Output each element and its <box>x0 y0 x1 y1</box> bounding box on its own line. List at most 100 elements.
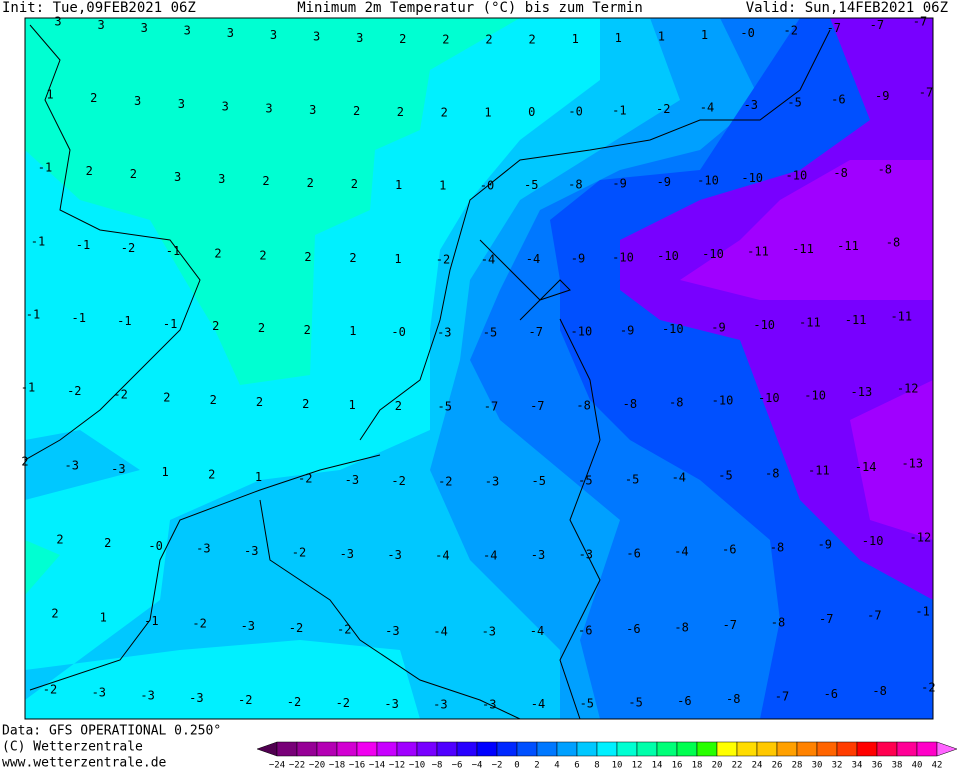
colorbar-label: 38 <box>892 761 903 770</box>
colorbar-box <box>396 741 418 757</box>
colorbar-box <box>456 741 478 757</box>
map-value-label: 2 <box>214 246 221 260</box>
map-value-label: 3 <box>222 99 229 113</box>
map-value-label: 3 <box>178 97 185 111</box>
valid-time: Valid: Sun,14FEB2021 06Z <box>746 0 948 16</box>
map-value-label: -7 <box>827 21 841 35</box>
map-value-label: -5 <box>578 473 592 487</box>
colorbar-box <box>856 741 878 757</box>
map-value-label: -10 <box>571 325 593 339</box>
map-value-label: -10 <box>712 394 734 408</box>
temperature-field <box>25 18 933 719</box>
map-value-label: -10 <box>657 249 679 263</box>
colorbar-box <box>316 741 338 757</box>
map-value-label: 1 <box>255 470 262 484</box>
map-value-label: -5 <box>718 469 732 483</box>
field-region <box>850 380 933 540</box>
map-value-label: -13 <box>901 457 923 471</box>
map-value-label: -10 <box>758 391 780 405</box>
map-value-label: -8 <box>669 396 683 410</box>
map-value-label: -1 <box>166 244 180 258</box>
map-value-label: -8 <box>568 178 582 192</box>
map-value-label: -3 <box>384 697 398 711</box>
map-value-label: 2 <box>130 167 137 181</box>
map-value-label: 2 <box>256 395 263 409</box>
map-value-label: -6 <box>626 622 640 636</box>
map-value-label: -0 <box>148 539 162 553</box>
map-value-label: -8 <box>771 615 785 629</box>
map-value-label: 2 <box>90 91 97 105</box>
map-value-label: 3 <box>356 31 363 45</box>
colorbar-label: 34 <box>852 761 863 770</box>
colorbar: −24 −22 −20 −18 −16 −14 −12 −10 −8 −6 −4 −2 0 2 4 6 8 10 1… <box>256 741 958 770</box>
map-value-label: 1 <box>484 106 491 120</box>
map-value-label: -7 <box>723 618 737 632</box>
map-value-label: -4 <box>481 252 495 266</box>
map-value-label: -2 <box>113 388 127 402</box>
map-value-label: 2 <box>212 319 219 333</box>
map-value-label: -3 <box>485 475 499 489</box>
map-value-label: -3 <box>140 689 154 703</box>
map-value-label: 2 <box>441 105 448 119</box>
map-value-label: -4 <box>435 548 449 562</box>
map-value-label: -8 <box>765 466 779 480</box>
map-value-label: -3 <box>340 547 354 561</box>
map-value-label: -8 <box>770 540 784 554</box>
map-value-label: -2 <box>783 24 797 38</box>
map-value-label: -1 <box>163 317 177 331</box>
map-value-label: -4 <box>672 471 686 485</box>
map-value-label: 1 <box>349 324 356 338</box>
map-value-label: -1 <box>612 103 626 117</box>
colorbar-label: 14 <box>652 761 663 770</box>
colorbar-label: 18 <box>692 761 703 770</box>
map-value-label: 2 <box>56 533 63 547</box>
map-value-label: 1 <box>439 178 446 192</box>
colorbar-label: 36 <box>872 761 883 770</box>
map-value-label: -3 <box>744 98 758 112</box>
colorbar-label: −4 <box>472 761 483 770</box>
map-value-label: -7 <box>528 325 542 339</box>
map-value-label: -8 <box>576 398 590 412</box>
copyright: (C) Wetterzentrale <box>2 740 143 755</box>
colorbar-box <box>736 741 758 757</box>
map-value-label: -8 <box>726 692 740 706</box>
map-value-label: -3 <box>189 691 203 705</box>
map-value-label: -9 <box>612 177 626 191</box>
map-value-label: 2 <box>395 399 402 413</box>
colorbar-label: −18 <box>329 761 345 770</box>
map-value-label: -10 <box>786 169 808 183</box>
map-value-label: 1 <box>658 30 665 44</box>
map-value-label: -11 <box>792 242 814 256</box>
map-value-label: -3 <box>437 325 451 339</box>
map-value-label: 2 <box>210 393 217 407</box>
map-value-label: 2 <box>86 164 93 178</box>
map-value-label: 2 <box>104 536 111 550</box>
colorbar-label: 42 <box>932 761 943 770</box>
map-value-label: 2 <box>208 468 215 482</box>
map-value-label: -5 <box>787 95 801 109</box>
colorbar-box <box>876 741 898 757</box>
map-value-label: 1 <box>46 88 53 102</box>
map-value-label: -1 <box>31 235 45 249</box>
colorbar-over <box>936 741 958 757</box>
map-value-label: 2 <box>262 174 269 188</box>
map-value-label: -3 <box>241 619 255 633</box>
map-value-label: -5 <box>628 695 642 709</box>
colorbar-box <box>476 741 498 757</box>
map-value-label: -7 <box>867 609 881 623</box>
map-value-label: -2 <box>289 621 303 635</box>
map-value-label: -3 <box>579 547 593 561</box>
map-value-label: -2 <box>337 623 351 637</box>
map-value-label: -8 <box>674 620 688 634</box>
map-value-label: -9 <box>711 320 725 334</box>
map-value-label: -11 <box>799 316 821 330</box>
map-value-label: -2 <box>67 384 81 398</box>
map-value-label: 2 <box>259 248 266 262</box>
map-value-label: 3 <box>174 170 181 184</box>
map-value-label: -5 <box>524 178 538 192</box>
map-value-label: -11 <box>890 310 912 324</box>
colorbar-box <box>596 741 618 757</box>
colorbar-label: −22 <box>289 761 305 770</box>
colorbar-box <box>656 741 678 757</box>
